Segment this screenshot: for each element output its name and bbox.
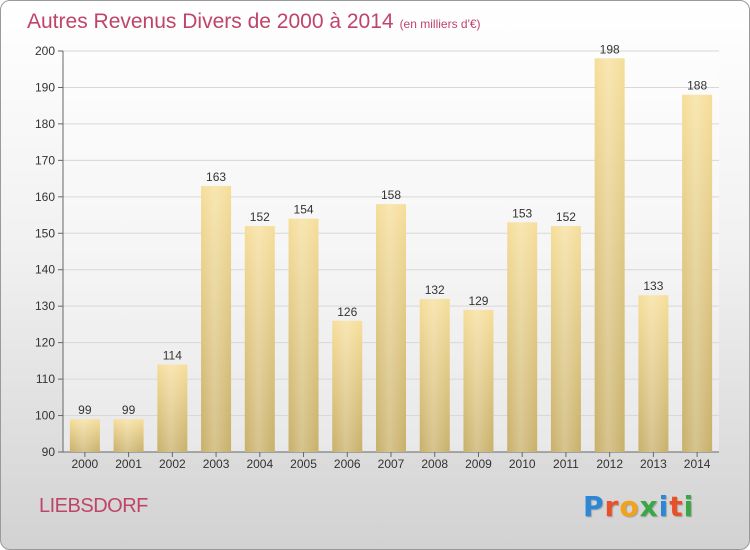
data-label: 158 bbox=[381, 188, 401, 202]
bar-highlight bbox=[638, 295, 669, 452]
x-tick-label: 2010 bbox=[509, 457, 536, 471]
y-tick-label: 190 bbox=[35, 80, 55, 94]
y-tick-label: 120 bbox=[35, 336, 55, 350]
data-label: 152 bbox=[250, 210, 270, 224]
x-tick-label: 2002 bbox=[159, 457, 186, 471]
data-label: 198 bbox=[600, 42, 620, 56]
data-label: 133 bbox=[643, 279, 663, 293]
data-label: 152 bbox=[556, 210, 576, 224]
x-tick-label: 2003 bbox=[203, 457, 230, 471]
proxiti-logo: Proxiti bbox=[583, 490, 694, 523]
data-label: 129 bbox=[468, 294, 488, 308]
logo-letter: i bbox=[658, 490, 670, 523]
commune-name: LIEBSDORF bbox=[39, 495, 148, 517]
bar-highlight bbox=[244, 225, 275, 452]
bar-highlight bbox=[201, 185, 232, 452]
x-tick-label: 2009 bbox=[465, 457, 492, 471]
bar-highlight bbox=[682, 94, 713, 452]
x-tick-label: 2007 bbox=[378, 457, 405, 471]
logo-letter: x bbox=[639, 490, 659, 523]
data-label: 114 bbox=[163, 349, 182, 363]
y-tick-label: 150 bbox=[35, 226, 55, 240]
x-tick-label: 2001 bbox=[115, 457, 142, 471]
logo-letter: r bbox=[604, 490, 620, 523]
y-tick-label: 130 bbox=[35, 299, 55, 313]
bar-highlight bbox=[419, 298, 450, 452]
bar-highlight bbox=[113, 419, 144, 452]
y-tick-label: 200 bbox=[35, 44, 55, 58]
chart-title-text: Autres Revenus Divers de 2000 à 2014 bbox=[27, 10, 394, 33]
data-label: 188 bbox=[687, 79, 707, 93]
x-tick-label: 2013 bbox=[640, 457, 667, 471]
y-tick-label: 140 bbox=[35, 263, 55, 277]
bar-highlight bbox=[550, 225, 581, 452]
bar-highlight bbox=[69, 419, 100, 452]
x-tick-label: 2004 bbox=[246, 457, 273, 471]
data-label: 154 bbox=[294, 203, 314, 217]
y-tick-label: 90 bbox=[42, 445, 56, 459]
bar-highlight bbox=[288, 218, 319, 452]
x-tick-label: 2011 bbox=[553, 457, 579, 471]
x-tick-label: 2005 bbox=[290, 457, 317, 471]
chart-title: Autres Revenus Divers de 2000 à 2014 (en … bbox=[27, 10, 481, 34]
bar-highlight bbox=[594, 58, 625, 453]
bar-highlight bbox=[376, 204, 406, 452]
data-label: 126 bbox=[337, 305, 357, 319]
y-tick-label: 160 bbox=[35, 190, 55, 204]
x-tick-label: 2008 bbox=[421, 457, 448, 471]
data-label: 153 bbox=[512, 206, 532, 220]
bar-highlight bbox=[332, 320, 363, 452]
y-tick-label: 110 bbox=[36, 372, 55, 386]
logo-letter: t bbox=[669, 490, 684, 523]
logo-letter: o bbox=[619, 490, 640, 523]
chart-title-unit: (en milliers d'€) bbox=[399, 17, 481, 31]
data-label: 132 bbox=[425, 283, 445, 297]
bar-highlight bbox=[463, 309, 494, 452]
x-tick-label: 2012 bbox=[596, 457, 623, 471]
x-tick-label: 2014 bbox=[684, 457, 711, 471]
y-tick-label: 180 bbox=[35, 117, 55, 131]
x-tick-label: 2006 bbox=[334, 457, 361, 471]
bar-highlight bbox=[507, 222, 538, 452]
logo-letter: P bbox=[583, 490, 605, 523]
logo-letter: i bbox=[683, 490, 695, 523]
bar-highlight bbox=[157, 364, 188, 452]
y-tick-label: 100 bbox=[35, 409, 55, 423]
y-tick-label: 170 bbox=[35, 153, 55, 167]
data-label: 99 bbox=[122, 403, 136, 417]
x-tick-label: 2000 bbox=[72, 457, 99, 471]
data-label: 99 bbox=[78, 403, 92, 417]
data-label: 163 bbox=[206, 170, 226, 184]
